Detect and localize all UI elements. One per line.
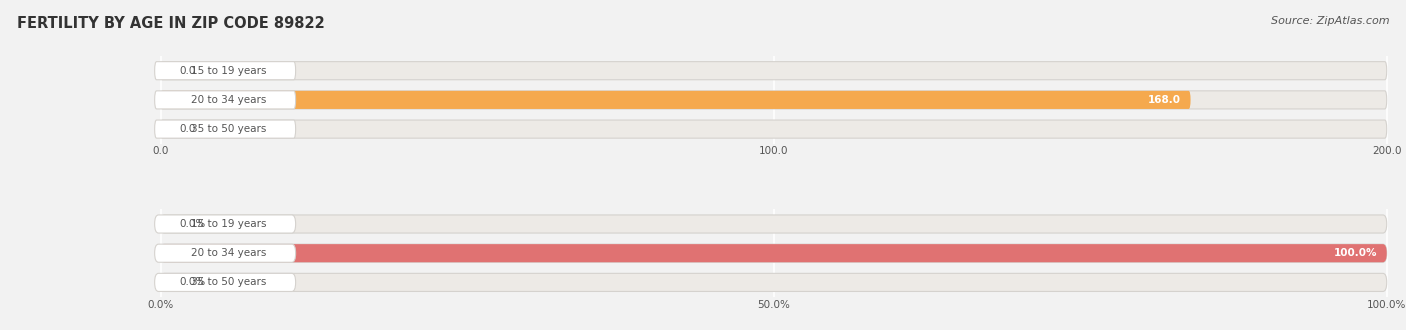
FancyBboxPatch shape xyxy=(160,120,1386,138)
Text: FERTILITY BY AGE IN ZIP CODE 89822: FERTILITY BY AGE IN ZIP CODE 89822 xyxy=(17,16,325,31)
Text: Source: ZipAtlas.com: Source: ZipAtlas.com xyxy=(1271,16,1389,26)
Text: 20 to 34 years: 20 to 34 years xyxy=(191,248,266,258)
Text: 15 to 19 years: 15 to 19 years xyxy=(191,66,266,76)
FancyBboxPatch shape xyxy=(160,273,1386,291)
FancyBboxPatch shape xyxy=(160,244,1386,262)
FancyBboxPatch shape xyxy=(160,91,1191,109)
Text: 0.0%: 0.0% xyxy=(179,278,205,287)
Text: 0.0%: 0.0% xyxy=(179,219,205,229)
Text: 0.0: 0.0 xyxy=(179,124,195,134)
Text: 20 to 34 years: 20 to 34 years xyxy=(191,95,266,105)
FancyBboxPatch shape xyxy=(155,215,295,233)
Text: 35 to 50 years: 35 to 50 years xyxy=(191,278,266,287)
Text: 0.0: 0.0 xyxy=(179,66,195,76)
FancyBboxPatch shape xyxy=(155,91,295,109)
FancyBboxPatch shape xyxy=(160,62,1386,80)
FancyBboxPatch shape xyxy=(160,244,1386,262)
Text: 35 to 50 years: 35 to 50 years xyxy=(191,124,266,134)
FancyBboxPatch shape xyxy=(155,244,295,262)
Text: 100.0%: 100.0% xyxy=(1333,248,1376,258)
FancyBboxPatch shape xyxy=(155,273,295,291)
Text: 168.0: 168.0 xyxy=(1147,95,1181,105)
FancyBboxPatch shape xyxy=(155,120,295,138)
FancyBboxPatch shape xyxy=(160,215,1386,233)
FancyBboxPatch shape xyxy=(160,91,1386,109)
Text: 15 to 19 years: 15 to 19 years xyxy=(191,219,266,229)
FancyBboxPatch shape xyxy=(155,62,295,80)
